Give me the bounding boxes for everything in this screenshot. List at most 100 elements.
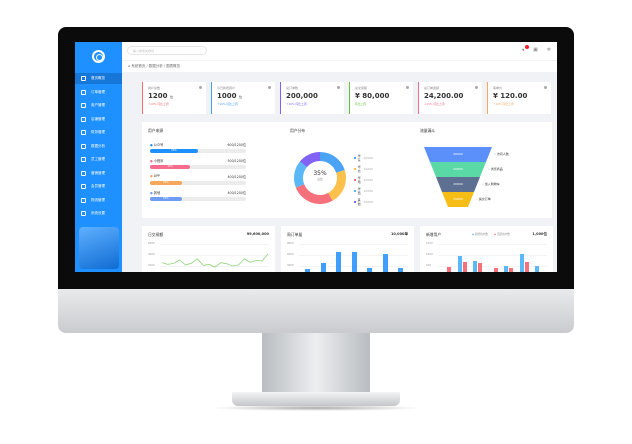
lock-icon[interactable]: ▣ (533, 47, 538, 53)
y-tick-label: 500 (426, 264, 431, 267)
card-value: 24,200.00 (424, 92, 464, 100)
legend-label: 华北 (357, 165, 361, 173)
grid-line (438, 255, 547, 256)
sidebar-item-label: 首页概览 (91, 76, 105, 80)
sidebar-item[interactable]: 财务管理 (75, 127, 122, 138)
legend-swatch (354, 156, 356, 160)
chart-total: 1,000位 (532, 232, 547, 236)
help-icon[interactable] (337, 86, 340, 89)
sidebar-item[interactable]: 物流管理 (75, 195, 122, 206)
notification-icon[interactable]: ◂ (522, 45, 529, 53)
sidebar-item[interactable]: 订单管理 (75, 87, 122, 98)
funnel-label-text: 提交订单 (478, 197, 491, 201)
stand-shadow (210, 405, 422, 411)
grid-line (438, 244, 547, 245)
bar (535, 266, 539, 272)
progress-unit: 位 (242, 143, 246, 147)
bar (457, 256, 462, 272)
sidebar-item[interactable]: 会员管理 (75, 181, 122, 192)
sidebar: 首页概览订单管理用户管理店铺管理财务管理数据分析员工管理营销管理会员管理物流管理… (75, 42, 122, 272)
funnel-label-text: 浏览商品 (490, 167, 503, 171)
gear-icon[interactable]: ✲ (546, 47, 551, 53)
card-value: ¥ 120.00 (493, 92, 528, 100)
monitor-stand (262, 333, 370, 395)
sidebar-item[interactable]: 系统设置 (75, 208, 122, 219)
donut-center-value: 35% (313, 170, 327, 177)
search-input[interactable]: 输入搜索关键词 (127, 46, 207, 55)
card-trend: ↓20% 同比上周 (424, 102, 445, 106)
menu-icon (81, 170, 86, 176)
sidebar-item[interactable]: 店铺管理 (75, 114, 122, 125)
donut-slice (299, 152, 320, 168)
progress-bar: 42% (150, 165, 246, 169)
legend-item: ◆ 新增用户数 (472, 233, 488, 236)
sidebar-item[interactable]: 用户管理 (75, 100, 122, 111)
breadcrumb-item[interactable]: 系统首页 (131, 64, 146, 68)
y-tick-label: 6000 (148, 242, 155, 245)
bar (509, 268, 513, 272)
dot-icon: ● (150, 174, 154, 178)
progress-unit: 位 (242, 159, 246, 163)
progress-bar: 33% (150, 181, 246, 185)
help-icon[interactable] (199, 86, 202, 89)
chart-total: 10,000单 (390, 232, 408, 236)
stat-card: 今日新增用户 1000 位 ↑10% 同比上周 (211, 82, 275, 114)
help-icon[interactable] (406, 86, 409, 89)
card-title: 总订单数 (286, 86, 299, 90)
logo-icon (92, 50, 105, 63)
monitor-base (232, 392, 400, 406)
bar (478, 262, 482, 272)
menu-icon (81, 157, 86, 162)
funnel-stage: 20000 (430, 162, 486, 177)
chart-title: 新增用户 (426, 232, 442, 237)
sidebar-item[interactable]: 员工管理 (75, 154, 122, 165)
legend-item: 华南 10000 (354, 176, 373, 184)
progress-label: 公众号 (153, 143, 164, 147)
menu-icon (81, 211, 86, 216)
chart-title: 周订单量 (287, 232, 303, 237)
legend-swatch (354, 189, 356, 193)
bar (473, 260, 477, 272)
sidebar-item-label: 用户管理 (91, 103, 105, 107)
card-trend: 同比上周 (355, 102, 367, 106)
stat-card: 总订单数 200,000 ↑10% 同比上周 (280, 82, 344, 114)
grid-line (299, 244, 408, 245)
bar (504, 266, 508, 272)
menu-icon (81, 103, 86, 108)
sidebar-item[interactable]: 首页概览 (75, 73, 122, 84)
legend-item: 华北 10000 (354, 165, 373, 173)
sidebar-item[interactable]: 数据分析 (75, 141, 122, 152)
chart-title: 日交易额 (148, 232, 164, 237)
card-title: 总订单金额 (424, 86, 440, 90)
funnel-stage: 15000 (442, 192, 474, 207)
sidebar-item-label: 物流管理 (91, 197, 105, 202)
sidebar-illustration (79, 227, 119, 269)
progress-fill: 33% (150, 181, 182, 185)
bar (447, 267, 451, 272)
legend-label: 活跃用户数 (496, 233, 510, 236)
legend-value: 10000 (363, 156, 374, 160)
breadcrumb-item[interactable]: 数据分析 (148, 64, 163, 68)
dot-icon: ● (150, 159, 154, 163)
card-trend: ↑10% 同比上周 (217, 102, 238, 106)
legend-label: 华东 (357, 154, 361, 162)
card-value: 200,000 (286, 92, 318, 100)
sidebar-item[interactable]: 营销管理 (75, 168, 122, 179)
progress-fill: 42% (150, 165, 191, 169)
progress-item: ● 小程序 500/1200位 42% (150, 158, 246, 169)
progress-bar: 33% (150, 197, 246, 201)
y-tick-label: 2000 (148, 264, 155, 267)
bar (398, 267, 403, 272)
legend-label: 华西 (357, 187, 361, 195)
funnel-label: • 加入购物车 (482, 182, 500, 186)
card-title: 今日新增用户 (217, 86, 236, 90)
legend-value: 10000 (363, 178, 374, 182)
help-icon[interactable] (475, 86, 478, 89)
help-icon[interactable] (544, 86, 547, 89)
sidebar-item-label: 员工管理 (91, 157, 105, 161)
legend-swatch (354, 178, 356, 182)
chart-panel: 日交易额 ¥9,600,000 6000 4000 2000 (142, 226, 275, 272)
menu-icon (81, 89, 86, 95)
help-icon[interactable] (268, 86, 271, 89)
funnel-label: • 提交订单 (476, 197, 491, 201)
